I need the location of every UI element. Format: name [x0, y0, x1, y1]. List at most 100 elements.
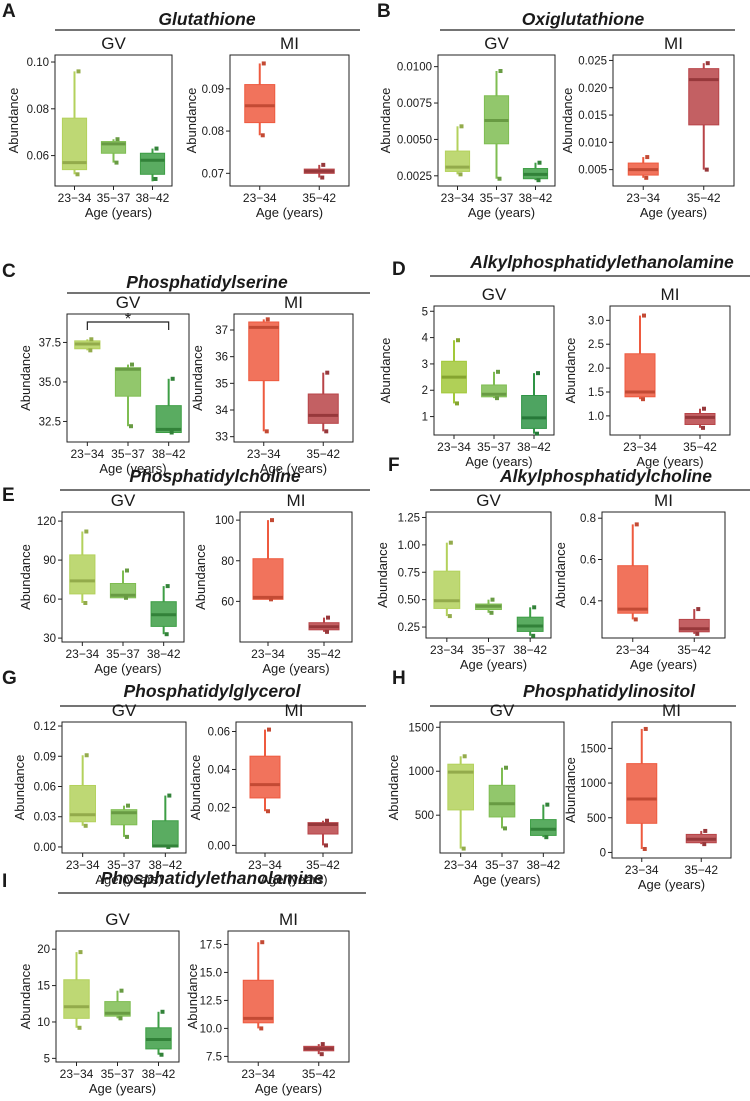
box-iqr	[63, 979, 90, 1019]
x-tick-label: 23−34	[60, 1067, 94, 1081]
gv-plot: GV 0.06 0.08 0.10 Abundance 23−34 35−37 38−42Ag…	[6, 34, 173, 220]
outlier-point	[325, 370, 330, 375]
x-axis-label: Age (years)	[640, 205, 707, 220]
box-mi-1	[307, 818, 339, 848]
outlier-point	[83, 601, 88, 605]
y-tick-label: 7.5	[206, 1051, 222, 1063]
x-tick-label: 35−42	[307, 647, 341, 661]
box-gv-0	[441, 338, 467, 406]
box-mi-1	[685, 828, 717, 847]
y-tick-label: 500	[587, 813, 606, 825]
outlier-point	[447, 614, 452, 619]
mi-group-label: MI	[287, 491, 306, 510]
outlier-point	[644, 175, 649, 180]
panel-title: Alkylphosphatidylcholine	[499, 466, 712, 486]
outlier-point	[459, 124, 464, 129]
box-gv-1	[109, 568, 137, 600]
outlier-point	[260, 133, 265, 138]
y-axis-label: Abundance	[563, 338, 578, 404]
plot-border	[229, 54, 350, 187]
y-tick-label: 100	[215, 515, 234, 527]
y-tick-label: 0.0100	[397, 62, 432, 74]
box-gv-2	[521, 371, 547, 436]
gv-group-label: GV	[116, 293, 141, 312]
y-tick-label: 0.06	[208, 726, 230, 738]
outlier-point	[634, 522, 639, 527]
mi-plot: MI 7.5 10.0 12.5 15.0 17.5 Abundance 23−34 35−42…	[185, 910, 350, 1096]
y-tick-label: 2	[422, 385, 428, 397]
outlier-point	[498, 69, 503, 74]
box-gv-1	[110, 803, 138, 839]
box-iqr	[481, 384, 507, 398]
box-gv-0	[63, 950, 90, 1030]
outlier-point	[536, 178, 541, 183]
box-iqr	[307, 393, 339, 424]
outlier-point	[489, 610, 494, 615]
outlier-point	[537, 160, 542, 165]
x-axis-label: Age (years)	[465, 454, 532, 469]
box-iqr	[617, 565, 649, 614]
outlier-point	[264, 429, 269, 434]
y-tick-label: 0.03	[34, 812, 56, 824]
outlier-point	[166, 844, 171, 849]
y-tick-label: 10.0	[200, 1023, 222, 1035]
y-tick-label: 120	[37, 516, 56, 528]
box-iqr	[69, 784, 96, 823]
y-tick-label: 1.5	[588, 387, 604, 399]
box-iqr	[488, 784, 516, 818]
outlier-point	[495, 396, 499, 401]
y-tick-label: 1.25	[398, 512, 420, 524]
box-gv-2	[145, 1009, 172, 1057]
box-iqr	[248, 321, 280, 382]
outlier-point	[321, 162, 326, 167]
outlier-point	[455, 401, 459, 406]
y-axis-label: Abundance	[386, 755, 401, 821]
mi-group-label: MI	[661, 285, 680, 304]
x-tick-label: 35−37	[111, 447, 145, 461]
x-tick-label: 35−37	[107, 858, 141, 872]
x-tick-label: 38−42	[142, 1067, 176, 1081]
outlier-point	[545, 802, 550, 807]
gv-group-label: GV	[101, 34, 126, 53]
outlier-point	[544, 835, 549, 840]
gv-group-label: GV	[112, 701, 137, 720]
box-mi-1	[303, 162, 335, 180]
y-tick-label: 60	[221, 596, 234, 608]
box-mi-0	[252, 518, 284, 602]
x-tick-label: 35−37	[485, 858, 519, 872]
outlier-point	[126, 803, 130, 808]
y-axis-label: Abundance	[184, 88, 199, 154]
box-iqr	[624, 353, 656, 398]
outlier-point	[125, 834, 129, 839]
x-tick-label: 35−37	[480, 191, 514, 205]
panel-D: D Alkylphosphatidylethanolamine GV 1 2 3 4 5 Abu…	[378, 252, 750, 469]
outlier-point	[165, 584, 170, 589]
x-tick-label: 23−34	[430, 643, 464, 657]
gv-group-label: GV	[476, 491, 501, 510]
outlier-point	[504, 765, 508, 770]
box-iqr	[688, 68, 720, 126]
outlier-point	[702, 406, 706, 411]
plot-border	[227, 930, 350, 1063]
panel-letter: I	[2, 871, 7, 892]
outlier-point	[705, 61, 710, 66]
box-gv-2	[150, 584, 177, 637]
box-gv-0	[447, 754, 474, 851]
box-iqr	[114, 367, 142, 397]
x-tick-label: 23−34	[437, 440, 471, 454]
outlier-point	[125, 568, 129, 573]
outlier-point	[169, 430, 174, 435]
y-tick-label: 0.04	[208, 764, 231, 776]
y-tick-label: 15.0	[200, 967, 222, 979]
box-gv-2	[530, 802, 557, 840]
box-iqr	[521, 395, 547, 429]
outlier-point	[456, 338, 460, 343]
outlier-point	[77, 1025, 82, 1030]
panel-title: Glutathione	[158, 9, 255, 29]
panel-I: I Phosphatidylethanolamine GV 5 10 15 20 Abunda…	[2, 868, 366, 1096]
x-axis-label: Age (years)	[262, 661, 329, 676]
x-axis-label: Age (years)	[638, 877, 705, 892]
outlier-point	[696, 607, 701, 612]
